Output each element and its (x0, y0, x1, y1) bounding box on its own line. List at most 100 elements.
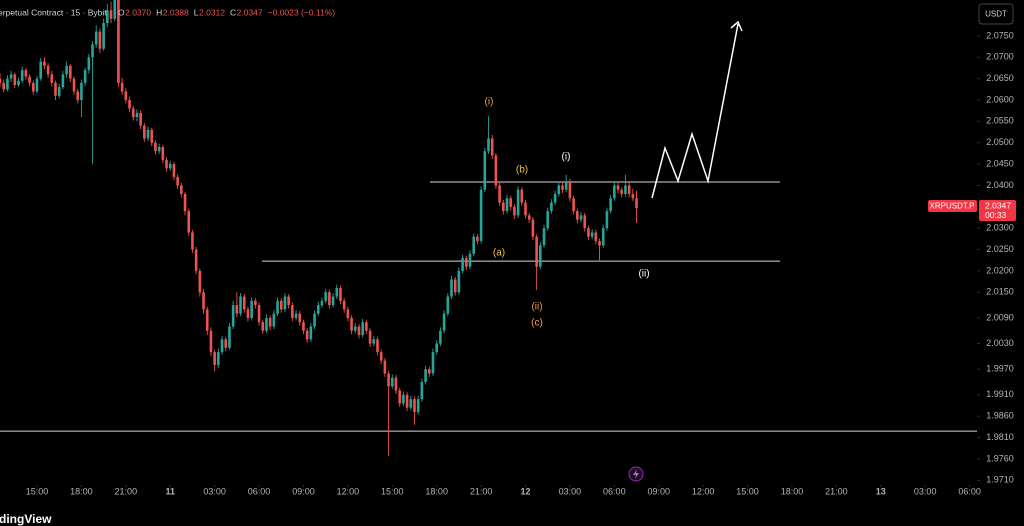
candle-body (13, 74, 17, 86)
candle-body (6, 78, 9, 90)
y-tick-label: 2.0750 (986, 30, 1014, 40)
candle-body (117, 0, 120, 83)
candle-body (139, 112, 142, 126)
candle-body (598, 241, 601, 246)
candle-body (620, 189, 624, 194)
candle-body (57, 87, 61, 96)
candle-body (435, 343, 438, 353)
candle-body (54, 82, 57, 96)
candle-body (583, 215, 587, 229)
candle-body (220, 339, 224, 353)
candle-body (479, 189, 483, 242)
candle-body (154, 142, 157, 152)
ohlc-field: C (230, 7, 236, 17)
candle-body (198, 270, 202, 293)
x-tick-label: 15:00 (736, 486, 759, 496)
candle-body (146, 129, 150, 139)
candle-body (228, 326, 231, 348)
ohlc-value: 2.0312 (199, 7, 225, 17)
candle-body (416, 399, 420, 412)
candle-body (587, 228, 590, 237)
x-tick-label: 06:00 (603, 486, 626, 496)
candle-body (187, 211, 191, 233)
candle-body (94, 31, 98, 45)
candle-body (498, 185, 501, 203)
brand-logo: dingView (0, 512, 52, 526)
ohlc-readout: O 2.0370 H 2.0388 L 2.0312 C 2.0347 −0.0023 (−0.… (118, 7, 335, 17)
x-tick-label: 15:00 (26, 486, 49, 496)
candle-body (546, 211, 550, 229)
x-tick-label: 03:00 (914, 486, 937, 496)
candle-body (561, 185, 564, 190)
candle-body (279, 300, 283, 310)
candle-body (168, 164, 172, 169)
candle-body (124, 91, 128, 100)
x-tick-label: 18:00 (425, 486, 448, 496)
candle-body (494, 155, 498, 186)
y-tick-label: 2.0550 (986, 116, 1014, 126)
candle-body (365, 322, 368, 331)
candle-body (387, 373, 390, 387)
header: erpetual Contract · 15 · Bybit O 2.0370 H 2… (0, 7, 335, 17)
candle-body (464, 258, 468, 267)
candle-body (224, 339, 228, 348)
candle-body (109, 10, 113, 19)
candle-body (39, 61, 43, 79)
ohlc-value: 2.0388 (163, 7, 189, 17)
y-tick-label: 2.0090 (986, 312, 1014, 322)
x-tick-label: 09:00 (647, 486, 670, 496)
x-tick-label: 06:00 (958, 486, 981, 496)
candle-body (409, 399, 413, 408)
candle-body (28, 76, 31, 83)
projection-arrowhead (730, 20, 743, 32)
candle-body (128, 99, 131, 109)
candle-body (427, 369, 431, 374)
price-tag (979, 200, 1016, 221)
candle-body (191, 232, 194, 250)
candle-body (442, 313, 446, 331)
candle-body (0, 78, 2, 83)
candle-body (309, 326, 313, 340)
candle-body (283, 296, 287, 310)
candle-body (439, 330, 442, 344)
event-bolt (633, 469, 639, 479)
candle-body (539, 245, 542, 267)
candle-body (194, 249, 198, 271)
candle-body (261, 322, 265, 331)
candle-body (143, 125, 146, 139)
y-tick-label: 1.9810 (986, 432, 1014, 442)
y-tick-label: 1.9860 (986, 411, 1014, 421)
candle-body (276, 300, 279, 314)
candle-body (487, 138, 490, 152)
candle-body (483, 151, 487, 190)
candle-body (76, 91, 80, 100)
candle-body (80, 82, 83, 100)
candle-body (205, 309, 209, 331)
candle-body (313, 313, 316, 327)
candle-body (468, 253, 472, 267)
currency-button[interactable] (978, 3, 1014, 25)
y-tick-label: 2.0400 (986, 180, 1014, 190)
ohlc-field: O (118, 7, 125, 17)
candle-body (150, 129, 154, 143)
candle-body (291, 305, 294, 318)
x-tick-label: 06:00 (248, 486, 271, 496)
x-tick-label: 12:00 (337, 486, 360, 496)
candle-body (328, 292, 331, 306)
ohlc-field: H (156, 7, 162, 17)
wave-label: (ii) (531, 302, 542, 313)
candle-body (257, 305, 261, 323)
candle-body (43, 61, 46, 66)
candle-body (490, 138, 494, 156)
candle-body (605, 211, 609, 229)
y-tick-label: 2.0600 (986, 94, 1014, 104)
candle-body (209, 330, 213, 353)
candle-body (472, 236, 475, 254)
candle-body (302, 322, 305, 331)
candle-body (413, 399, 416, 412)
price-tag-text: 2.0347 (985, 200, 1011, 210)
candle-body (254, 300, 257, 306)
y-tick-label: 1.9910 (986, 389, 1014, 399)
candle-body (235, 305, 239, 314)
